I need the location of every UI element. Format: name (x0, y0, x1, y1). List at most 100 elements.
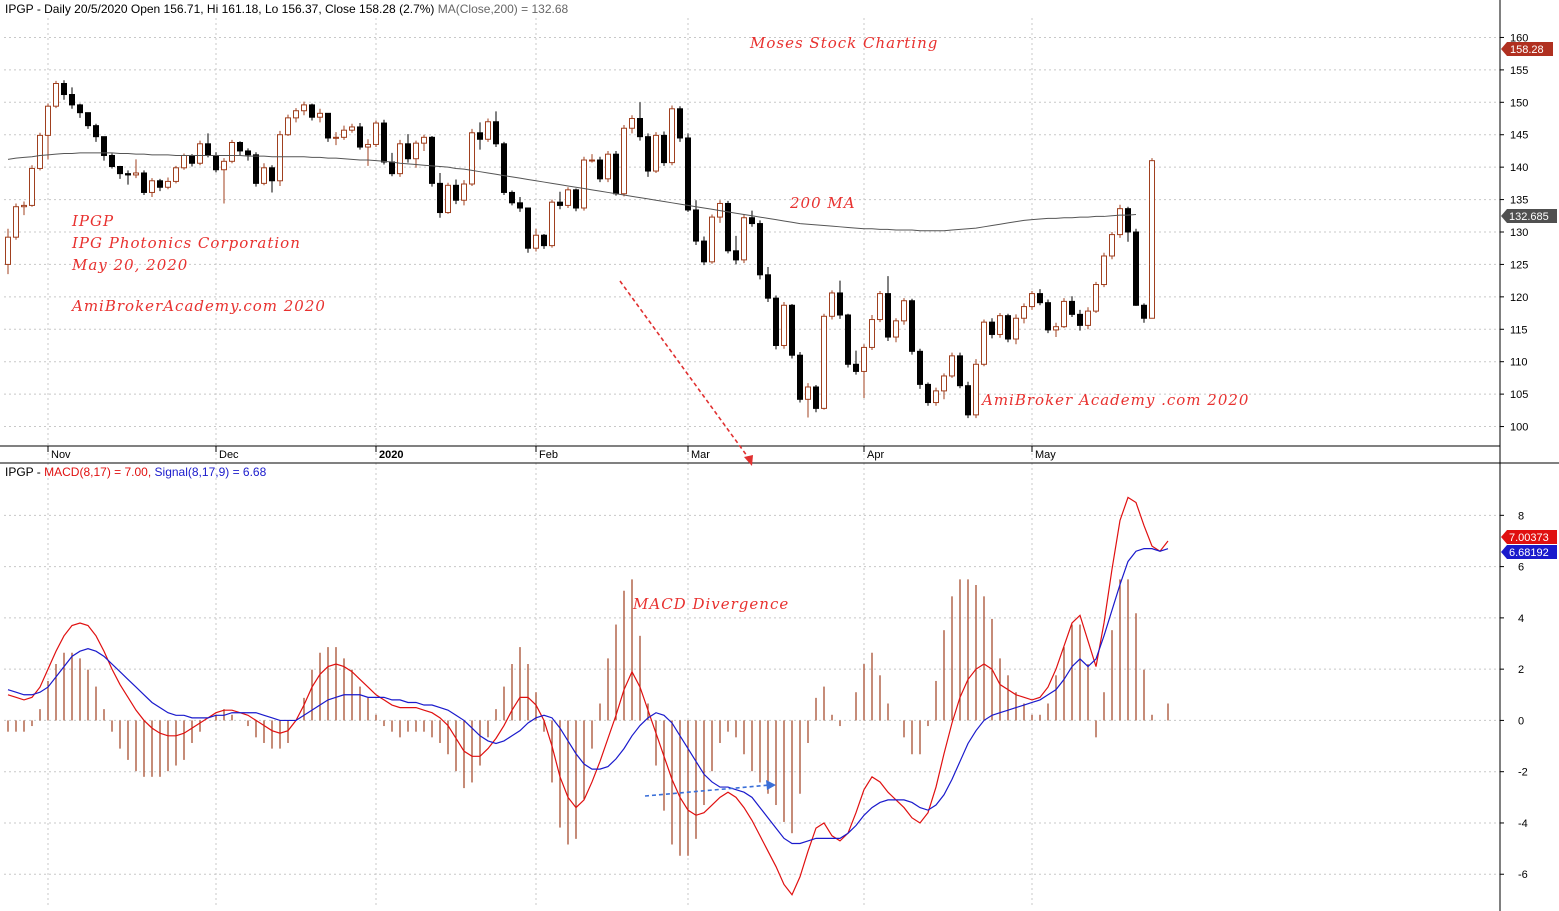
candle-body (1045, 302, 1051, 331)
candle-body (621, 127, 627, 195)
candle-body (1013, 317, 1019, 340)
candle-body (53, 82, 59, 107)
macd-header-symbol: IPGP (5, 465, 34, 479)
candle-body (389, 161, 395, 175)
candle-body (933, 390, 939, 404)
candle-body (261, 167, 267, 184)
annotation-ma-label: 200 MA (789, 194, 856, 212)
candle-body (861, 346, 867, 372)
price-tick-label: 110 (1510, 357, 1528, 369)
price-tick-label: 160 (1510, 32, 1528, 44)
month-label: Apr (867, 449, 884, 461)
divergence-macd-arrowhead (766, 780, 776, 790)
price-tick-label: 105 (1510, 389, 1528, 401)
candle-body (805, 386, 811, 400)
macd-line (7, 496, 1169, 896)
macd-header-signal: Signal(8,17,9) = 6.68 (155, 465, 267, 479)
svg-text:6.68192: 6.68192 (1509, 547, 1549, 559)
candle-body (533, 234, 539, 249)
candle-body (165, 180, 171, 188)
macd-tick-label: 2 (1518, 664, 1524, 676)
divergence-price-arrowhead (744, 455, 753, 466)
candle-body (1053, 326, 1059, 331)
candle-body (269, 167, 275, 182)
candle-body (845, 314, 851, 365)
candle-body (829, 292, 835, 317)
candle-body (429, 136, 435, 184)
candle-body (365, 143, 371, 148)
candle-body (437, 182, 443, 214)
month-label: Feb (539, 449, 558, 461)
candle-body (301, 104, 307, 112)
candle-body (1133, 231, 1139, 306)
candle-body (965, 385, 971, 416)
candle-body (613, 153, 619, 195)
annotation-site-1: AmiBrokerAcademy.com 2020 (70, 297, 326, 315)
candle-body (1037, 293, 1043, 304)
candle-body (501, 143, 507, 193)
candle-body (221, 160, 227, 171)
candle-body (837, 292, 843, 316)
candle-body (949, 355, 955, 377)
candle-body (1021, 306, 1027, 319)
candle-body (733, 250, 739, 261)
candle-body (229, 142, 235, 162)
candle-body (5, 236, 11, 265)
candle-body (125, 173, 131, 176)
macd-tick-label: -4 (1518, 818, 1528, 830)
candle-body (589, 159, 595, 162)
price-tick-label: 140 (1510, 162, 1528, 174)
candle-body (917, 350, 923, 385)
candle-body (405, 143, 411, 160)
candle-body (853, 363, 859, 372)
price-tick-label: 150 (1510, 97, 1528, 109)
candle-body (885, 293, 891, 338)
macd-tick-label: -6 (1518, 869, 1528, 881)
month-label: 2020 (379, 449, 403, 461)
candle-body (517, 202, 523, 209)
divergence-price-arrow (619, 280, 751, 461)
candle-body (93, 125, 99, 138)
price-header: IPGP - Daily 20/5/2020 Open 156.71, Hi 1… (5, 2, 568, 16)
candle-body (333, 136, 339, 139)
candle-body (469, 132, 475, 185)
month-label: Mar (691, 449, 710, 461)
candle-body (205, 143, 211, 156)
candle-body (381, 122, 387, 163)
signal-line (7, 548, 1169, 845)
candle-body (37, 134, 43, 169)
candle-body (13, 206, 19, 238)
candle-body (253, 154, 259, 184)
price-tick-label: 125 (1510, 259, 1528, 271)
month-label: Dec (219, 449, 239, 461)
month-label: Nov (51, 449, 71, 461)
candle-body (725, 202, 731, 252)
candle-body (453, 184, 459, 201)
candle-body (1061, 300, 1067, 328)
candle-body (445, 184, 451, 214)
month-label: May (1035, 449, 1056, 461)
candle-body (21, 204, 27, 208)
annotation-site-2: AmiBroker Academy .com 2020 (980, 391, 1249, 409)
candle-body (565, 189, 571, 206)
candle-body (341, 129, 347, 138)
candle-body (133, 172, 139, 176)
candle-body (485, 121, 491, 140)
candle-body (909, 300, 915, 352)
candle-body (645, 136, 651, 172)
candle-body (813, 386, 819, 409)
candle-body (1125, 208, 1131, 233)
candle-body (773, 297, 779, 346)
candle-body (69, 94, 75, 106)
annotation-ticker: IPGP (71, 212, 114, 230)
candle-body (477, 132, 483, 140)
header-symbol: IPGP (5, 2, 34, 16)
price-tick-label: 155 (1510, 65, 1528, 77)
macd-tick-label: 4 (1518, 613, 1524, 625)
candle-body (701, 240, 707, 263)
candle-body (1141, 304, 1147, 319)
candle-body (357, 126, 363, 148)
candle-body (1109, 234, 1115, 257)
candle-body (789, 304, 795, 356)
